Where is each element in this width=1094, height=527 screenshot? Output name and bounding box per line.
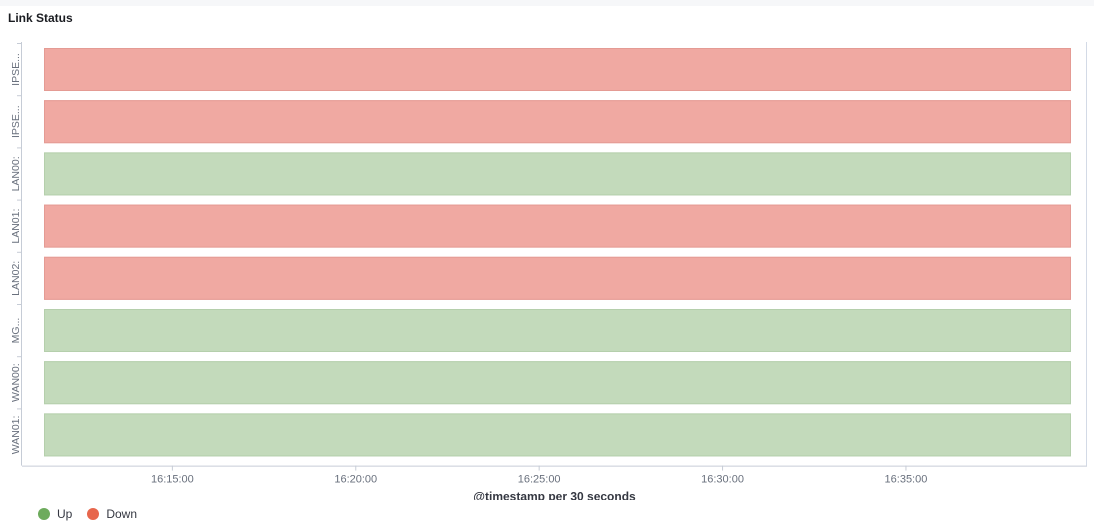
y-axis-label: LAN01: [10, 209, 22, 244]
timeline-chart: IPSE... IPSE... LAN00: LAN01: LAN02: MG... WAN… [10, 42, 1087, 500]
status-bar-ipse [44, 48, 1071, 91]
legend-item-down[interactable]: Down [87, 507, 137, 521]
legend-swatch-up [38, 508, 50, 520]
x-tick-label: 16:25:00 [518, 474, 561, 486]
x-axis-title: @timestamp per 30 seconds [473, 490, 636, 500]
x-tick-label: 16:20:00 [334, 474, 377, 486]
y-axis-label: MG... [10, 318, 22, 344]
legend-label-down: Down [106, 507, 138, 521]
y-axis-label: IPSE... [10, 105, 22, 138]
status-bar-outline [44, 152, 1071, 196]
status-bar-outline [44, 48, 1071, 91]
status-bar-outline [44, 413, 1071, 457]
status-bar-outline [44, 100, 1071, 144]
panel-top-band [0, 0, 1094, 6]
y-axis-label: LAN00: [10, 156, 22, 191]
status-bar-outline [44, 361, 1071, 405]
status-bar-outline [44, 309, 1071, 352]
y-axis-label: LAN02: [10, 261, 22, 296]
legend: Up Down [38, 507, 152, 521]
status-bar-lan00 [44, 152, 1071, 196]
status-bar-outline [44, 256, 1071, 300]
legend-label-up: Up [57, 507, 73, 521]
x-tick-label: 16:35:00 [885, 474, 928, 486]
y-axis-label: IPSE... [10, 53, 22, 86]
y-axis-label: WAN01: [10, 416, 22, 455]
x-tick-label: 16:15:00 [151, 474, 194, 486]
status-bar-ipse [44, 100, 1071, 144]
x-tick-label: 16:30:00 [701, 474, 744, 486]
status-bar-lan01 [44, 204, 1071, 248]
status-bar-wan00 [44, 361, 1071, 405]
panel-title: Link Status [8, 11, 73, 25]
status-bar-mg [44, 309, 1071, 352]
legend-swatch-down [87, 508, 100, 520]
legend-item-up[interactable]: Up [38, 507, 72, 521]
y-axis-label: WAN00: [10, 363, 22, 402]
status-bar-outline [44, 204, 1071, 248]
status-bar-wan01 [44, 413, 1071, 457]
status-bar-lan02 [44, 256, 1071, 300]
